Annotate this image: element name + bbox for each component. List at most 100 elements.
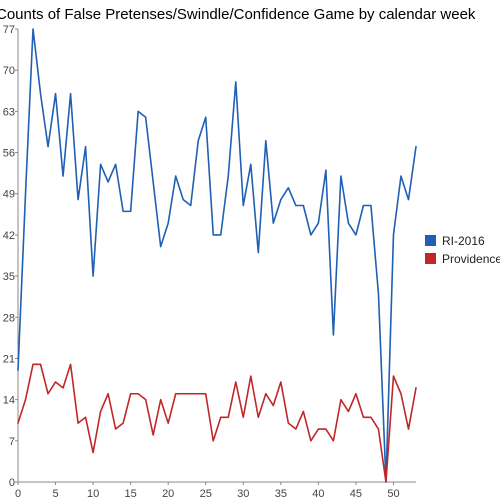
data-point <box>250 375 252 377</box>
data-point <box>348 411 350 413</box>
data-point <box>115 428 117 430</box>
data-point <box>242 205 244 207</box>
legend-swatch <box>425 253 436 264</box>
y-tick-label: 77 <box>3 24 15 36</box>
y-tick-label: 56 <box>3 148 15 160</box>
x-tick-label: 20 <box>162 488 174 500</box>
data-point <box>310 440 312 442</box>
data-point <box>182 199 184 201</box>
data-point <box>280 199 282 201</box>
data-point <box>85 416 87 418</box>
data-point <box>212 234 214 236</box>
data-point <box>167 422 169 424</box>
data-point <box>107 393 109 395</box>
data-point <box>408 428 410 430</box>
data-point <box>85 146 87 148</box>
data-point <box>295 428 297 430</box>
x-tick-label: 0 <box>15 488 21 500</box>
legend-swatch <box>425 235 436 246</box>
data-point <box>355 234 357 236</box>
data-point <box>378 428 380 430</box>
x-tick-label: 15 <box>125 488 137 500</box>
data-point <box>137 393 139 395</box>
data-point <box>235 381 237 383</box>
data-point <box>302 205 304 207</box>
x-tick-label: 50 <box>387 488 399 500</box>
data-point <box>325 428 327 430</box>
data-point <box>47 146 49 148</box>
data-point <box>280 381 282 383</box>
data-point <box>317 222 319 224</box>
data-point <box>355 393 357 395</box>
x-tick-label: 25 <box>200 488 212 500</box>
data-point <box>137 110 139 112</box>
data-point <box>160 399 162 401</box>
data-point <box>182 393 184 395</box>
y-tick-label: 14 <box>3 395 15 407</box>
data-point <box>130 393 132 395</box>
data-point <box>340 399 342 401</box>
y-tick-label: 21 <box>3 353 15 365</box>
data-point <box>167 222 169 224</box>
series-providence <box>17 363 417 482</box>
x-tick-label: 5 <box>52 488 58 500</box>
data-point <box>160 246 162 248</box>
y-tick-label: 42 <box>3 230 15 242</box>
data-point <box>272 222 274 224</box>
data-point <box>100 163 102 165</box>
data-point <box>265 393 267 395</box>
data-point <box>152 181 154 183</box>
data-point <box>100 411 102 413</box>
data-point <box>205 393 207 395</box>
data-point <box>70 363 72 365</box>
data-point <box>62 175 64 177</box>
data-point <box>272 405 274 407</box>
data-point <box>115 163 117 165</box>
data-point <box>190 393 192 395</box>
data-point <box>220 416 222 418</box>
data-point <box>70 93 72 95</box>
chart-title: Counts of False Pretenses/Swindle/Confid… <box>0 6 476 23</box>
data-point <box>340 175 342 177</box>
data-point <box>348 222 350 224</box>
data-point <box>152 434 154 436</box>
data-point <box>257 416 259 418</box>
legend-label: Providence <box>442 252 500 266</box>
y-tick-label: 35 <box>3 271 15 283</box>
data-point <box>393 375 395 377</box>
series-lines <box>17 28 417 483</box>
data-point <box>408 199 410 201</box>
data-point <box>415 146 417 148</box>
tick-labels: 07142128354249566370770 5 10 15 20 25 30 35 40 45… <box>3 24 400 500</box>
data-point <box>17 369 19 371</box>
data-point <box>287 187 289 189</box>
data-point <box>25 399 27 401</box>
data-point <box>62 387 64 389</box>
data-point <box>175 175 177 177</box>
data-point <box>385 481 387 483</box>
data-point <box>47 393 49 395</box>
data-point <box>310 234 312 236</box>
data-point <box>32 363 34 365</box>
y-tick-label: 70 <box>3 65 15 77</box>
x-tick-label: 45 <box>350 488 362 500</box>
data-point <box>370 416 372 418</box>
data-point <box>400 393 402 395</box>
legend-item: RI-2016 <box>425 234 485 248</box>
data-point <box>107 181 109 183</box>
data-point <box>205 116 207 118</box>
data-point <box>55 93 57 95</box>
data-point <box>370 205 372 207</box>
x-tick-label: 35 <box>275 488 287 500</box>
x-tick-label: 40 <box>312 488 324 500</box>
data-point <box>190 205 192 207</box>
data-point <box>145 399 147 401</box>
legend-label: RI-2016 <box>442 234 485 248</box>
data-point <box>302 411 304 413</box>
data-point <box>227 416 229 418</box>
data-point <box>242 416 244 418</box>
data-point <box>220 234 222 236</box>
data-point <box>363 416 365 418</box>
data-point <box>227 175 229 177</box>
